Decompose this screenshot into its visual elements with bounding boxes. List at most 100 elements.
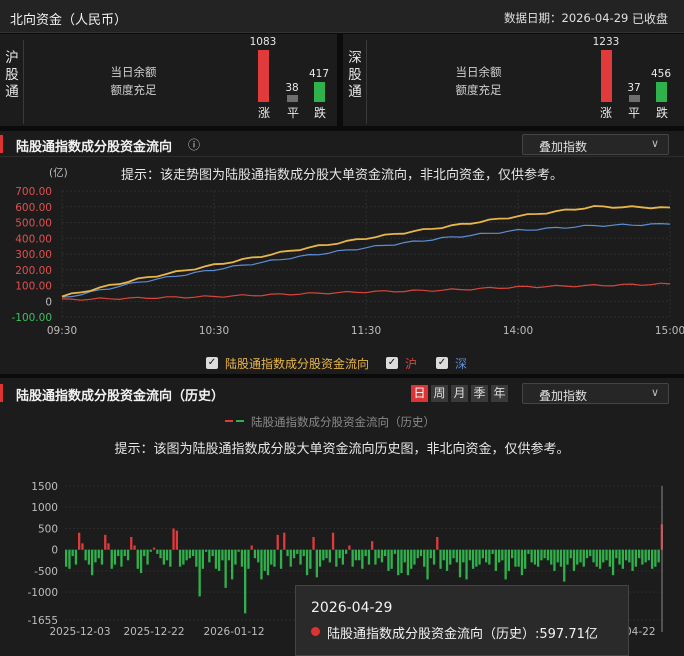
legend-checkbox-sh[interactable]: ✓ [386,357,398,369]
tab-week[interactable]: 周 [431,385,448,402]
bar [178,549,182,567]
bar [403,549,406,563]
tab-year[interactable]: 年 [491,385,508,402]
bar [455,549,458,563]
tab-day[interactable]: 日 [411,385,428,402]
bar [654,549,657,567]
bar [361,549,364,569]
bar [253,549,257,559]
bar [566,549,569,565]
y-tick-label: 1500 [31,481,58,493]
up-label: 涨 [599,106,612,120]
bar [621,549,624,569]
market-label: 沪股通 [5,50,19,100]
bar [553,549,556,571]
bar [100,549,104,565]
y-tick-label: 0 [51,545,58,557]
bar [94,549,97,563]
legend-checkbox-index[interactable]: ✓ [206,357,218,369]
bar [65,549,68,567]
top-bar: 北向资金（人民币） 数据日期：2026-04-29 已收盘 [0,0,684,33]
bar [270,549,273,565]
bar [146,549,149,565]
bar [546,549,550,561]
bar [325,549,328,559]
bar [585,549,589,559]
series-line-0 [61,205,671,298]
bar [540,549,543,561]
bar [247,549,250,569]
down-label: 跌 [655,106,668,120]
bar [406,549,410,576]
bar [260,549,263,580]
flat-count: 37 [627,82,641,94]
y-tick-label: -100.00 [11,312,52,324]
tab-month[interactable]: 月 [451,385,468,402]
bar [74,549,78,565]
section-title: 陆股通指数成分股资金流向 [16,140,173,155]
bar [400,549,403,574]
flat-count: 38 [285,82,299,94]
bar [104,534,107,550]
y-tick-label: 400.00 [15,233,52,245]
down-bar [314,82,325,102]
bar [602,549,605,563]
bar [644,549,647,563]
bar [237,549,240,552]
bar [276,534,279,550]
bar [527,549,530,554]
x-tick-label: 2025-12-22 [123,626,184,638]
down-count: 417 [308,68,330,80]
bar [117,549,120,557]
divider [366,40,367,124]
bar [71,549,74,557]
x-tick-label: 11:30 [351,325,381,337]
bar [481,549,484,559]
bar [452,549,455,559]
section-header: 陆股通指数成分股资金流向（历史） 日 周 月 季 年 叠加指数 ∨ [0,378,684,408]
page-title: 北向资金（人民币） [10,13,128,28]
tab-quarter[interactable]: 季 [471,385,488,402]
x-tick-label: 2026-01-12 [203,626,264,638]
y-tick-label: -500 [34,566,58,578]
bar [195,549,198,567]
bar [390,549,393,569]
bar [471,549,475,569]
overlay-index-dropdown[interactable]: 叠加指数 ∨ [522,134,669,155]
bar [133,545,136,550]
bar [537,549,540,567]
bar [445,549,449,571]
bar [592,549,595,563]
bar [139,549,143,574]
bar [358,549,361,561]
bar [364,549,367,557]
bar [218,549,221,571]
tooltip-value: 陆股通指数成分股资金流向（历史）:597.71亿 [327,627,598,642]
dropdown-label: 叠加指数 [539,140,588,154]
bar [354,549,357,561]
bar [296,549,299,554]
legend-checkbox-sz[interactable]: ✓ [436,357,448,369]
bar [377,549,380,559]
legend-swatch [225,420,245,422]
bar [292,549,296,559]
bar [559,549,563,567]
bar [263,549,266,571]
accent-bar [0,135,3,153]
bar [214,549,218,569]
bar [641,549,644,565]
market-status: 已收盘 [632,12,669,26]
quota-label: 当日余额 [110,65,157,79]
bar [143,549,146,557]
series-line-2 [61,222,671,298]
overlay-index-dropdown[interactable]: 叠加指数 ∨ [522,383,669,404]
bar [162,549,165,565]
chart-tip: 提示：该走势图为陆股通指数成分股大单资金流向，非北向资金，仅供参考。 [120,168,563,183]
bar [530,549,533,563]
bar [192,549,195,557]
bar [384,549,387,557]
bar [556,549,559,563]
tooltip-date: 2026-04-29 [311,600,393,616]
info-icon[interactable]: ⓘ [188,138,201,152]
bar [244,549,247,614]
